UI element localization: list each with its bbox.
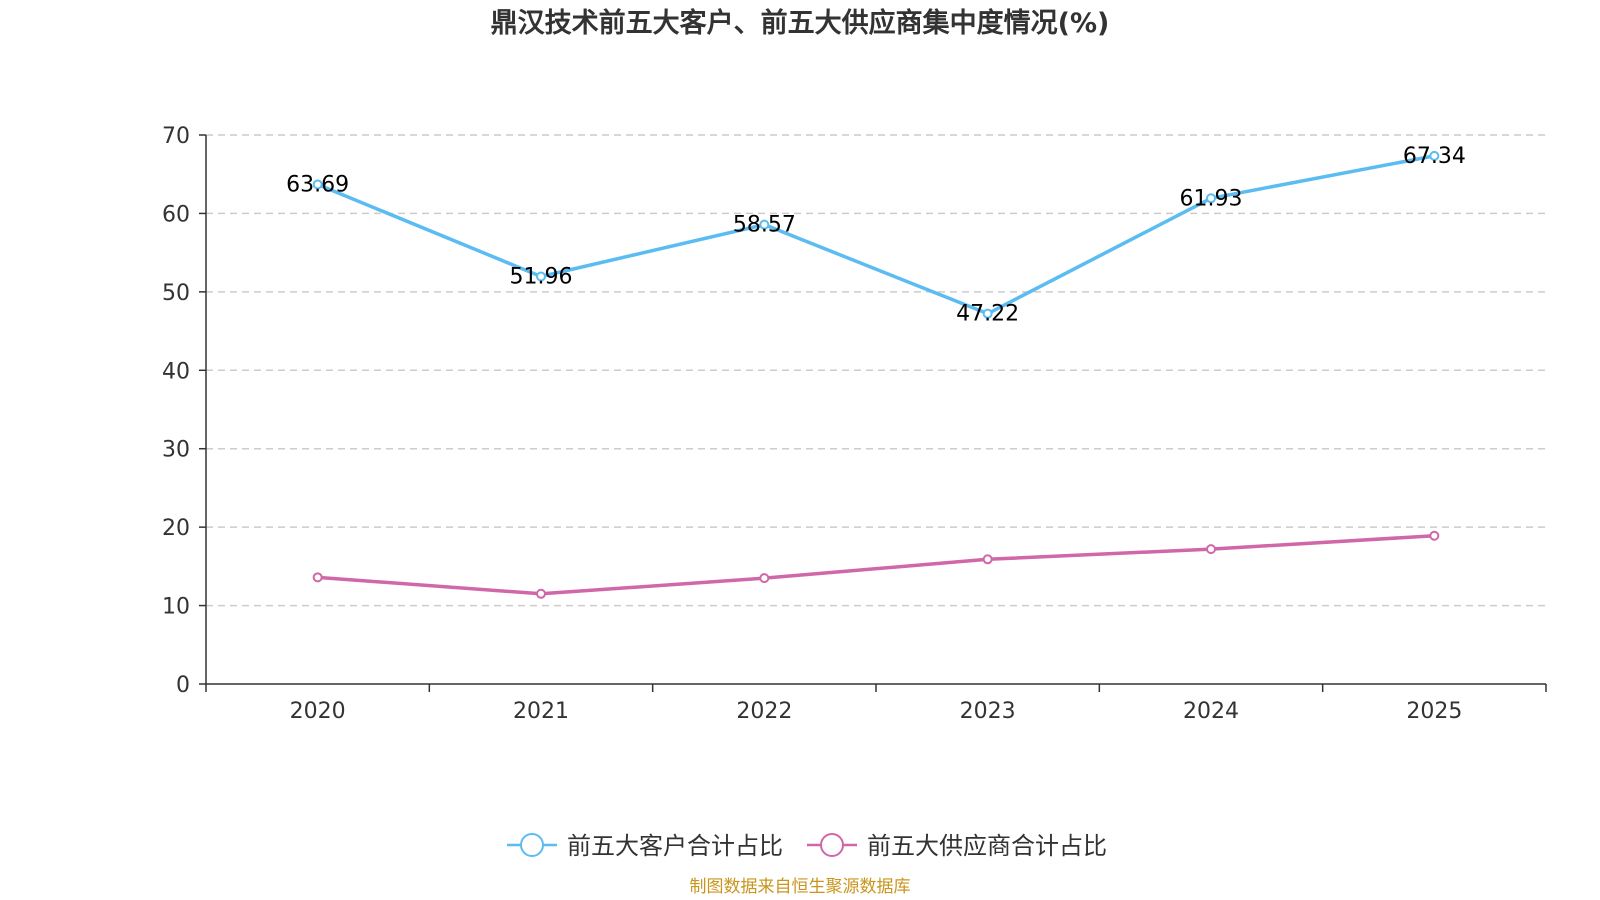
data-point[interactable] [536, 271, 546, 282]
grid-lines [206, 134, 1546, 607]
y-tick-label: 20 [162, 516, 190, 541]
y-tick-label: 70 [162, 124, 190, 149]
data-point[interactable] [982, 308, 993, 319]
axes: 0 10 20 30 40 50 60 70 2020 2021 2022 2023 2024 2025 [162, 124, 1547, 724]
legend-item-2[interactable]: 前五大供应商合计占比 [807, 832, 1107, 860]
data-point[interactable] [759, 573, 770, 584]
legend[interactable]: 前五大客户合计占比 前五大供应商合计占比 [507, 832, 1107, 860]
y-tick-label: 0 [176, 673, 190, 698]
x-tick-label: 2022 [736, 699, 792, 724]
legend-item-1[interactable]: 前五大客户合计占比 [507, 832, 783, 860]
x-tick-label: 2021 [513, 699, 569, 724]
y-tick-label: 40 [162, 359, 190, 384]
x-tick-label: 2023 [960, 699, 1016, 724]
y-tick-label: 50 [162, 281, 190, 306]
legend-label: 前五大供应商合计占比 [867, 832, 1107, 860]
y-tick-label: 10 [162, 595, 190, 620]
x-tick-label: 2020 [290, 699, 346, 724]
data-label: 51.96 [510, 264, 573, 289]
chart-title: 鼎汉技术前五大客户、前五大供应商集中度情况(%) [491, 7, 1110, 39]
data-point[interactable] [1206, 544, 1216, 555]
data-label: 63.69 [286, 172, 349, 197]
legend-circle-icon [820, 833, 844, 857]
data-label: 58.57 [733, 213, 796, 238]
data-point[interactable] [759, 219, 770, 230]
legend-circle-icon [520, 833, 544, 857]
x-tick-label: 2024 [1183, 699, 1239, 724]
x-tick-label: 2025 [1406, 699, 1462, 724]
data-point[interactable] [312, 179, 323, 190]
data-point[interactable] [312, 572, 323, 583]
source-note: 制图数据来自恒生聚源数据库 [690, 877, 911, 897]
data-point[interactable] [536, 588, 546, 599]
series-layer [312, 150, 1440, 599]
y-tick-label: 30 [162, 438, 190, 463]
data-labels: 63.69 51.96 58.57 47.22 61.93 67.34 [286, 144, 1466, 327]
y-tick-label: 60 [162, 202, 190, 227]
data-label: 61.93 [1180, 186, 1243, 211]
data-label: 47.22 [956, 302, 1019, 327]
legend-label: 前五大客户合计占比 [567, 832, 783, 860]
data-point[interactable] [1429, 150, 1440, 161]
series-line-2 [317, 534, 1435, 596]
data-point[interactable] [1206, 193, 1216, 204]
data-point[interactable] [1429, 530, 1440, 541]
data-point[interactable] [982, 554, 993, 565]
series-line-1 [317, 154, 1435, 316]
data-label: 67.34 [1403, 144, 1466, 169]
